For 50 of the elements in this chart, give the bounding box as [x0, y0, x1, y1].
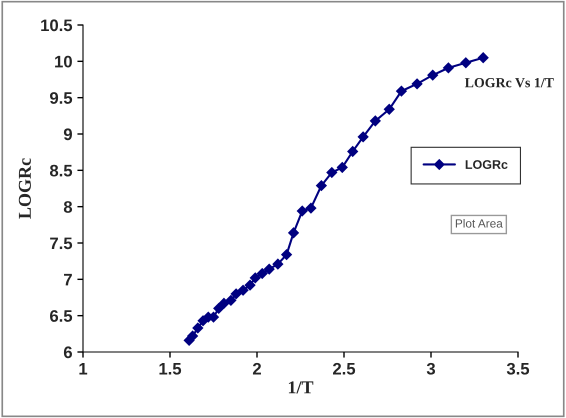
point — [218, 298, 230, 309]
point — [460, 57, 472, 68]
y-tick-label: 6 — [64, 346, 72, 358]
point — [230, 288, 242, 300]
point — [272, 258, 284, 270]
point — [187, 330, 198, 342]
point — [306, 202, 316, 214]
point — [370, 115, 381, 126]
x-tick-label: 2.5 — [332, 362, 356, 375]
point — [326, 167, 338, 178]
point — [256, 268, 268, 279]
point — [250, 272, 261, 284]
point — [442, 62, 454, 74]
point — [412, 78, 423, 90]
point — [336, 162, 348, 173]
point — [478, 52, 489, 64]
y-axis-title: LOGRc — [18, 158, 31, 219]
point — [384, 104, 395, 115]
point — [238, 284, 249, 296]
point — [225, 294, 236, 306]
legend-label: LOGRc — [466, 160, 508, 169]
x-tick-label: 1 — [79, 363, 88, 374]
y-tick-label: 7.5 — [50, 238, 72, 250]
point — [358, 131, 369, 142]
y-tick-label: 6.5 — [50, 310, 72, 322]
annotation: Plot Area — [456, 218, 503, 228]
point — [347, 146, 358, 157]
x-axis-title: 1/T — [288, 381, 314, 394]
text: LOGRc Vs 1/T — [464, 78, 554, 88]
y-tick-label: 7 — [64, 274, 72, 286]
point — [213, 302, 224, 314]
y-tick-label: 8.5 — [50, 164, 72, 177]
y-tick-label: 9.5 — [50, 92, 72, 104]
y-tick-label: 8 — [64, 201, 72, 213]
y-tick-label: 10 — [55, 56, 72, 68]
point — [296, 206, 308, 216]
point — [288, 227, 299, 238]
point — [316, 180, 327, 192]
y-tick-label: 9 — [64, 128, 72, 140]
x-tick-label: 3 — [426, 362, 436, 375]
x-tick-label: 3.5 — [506, 362, 530, 375]
x-tick-label: 1.5 — [159, 363, 182, 375]
x-tick-label: 2 — [252, 362, 261, 374]
point — [396, 86, 407, 97]
point — [427, 70, 438, 81]
point — [244, 280, 256, 291]
point — [264, 264, 275, 275]
point — [281, 249, 292, 260]
point — [192, 322, 204, 334]
y-tick-label: 10.5 — [41, 19, 72, 32]
